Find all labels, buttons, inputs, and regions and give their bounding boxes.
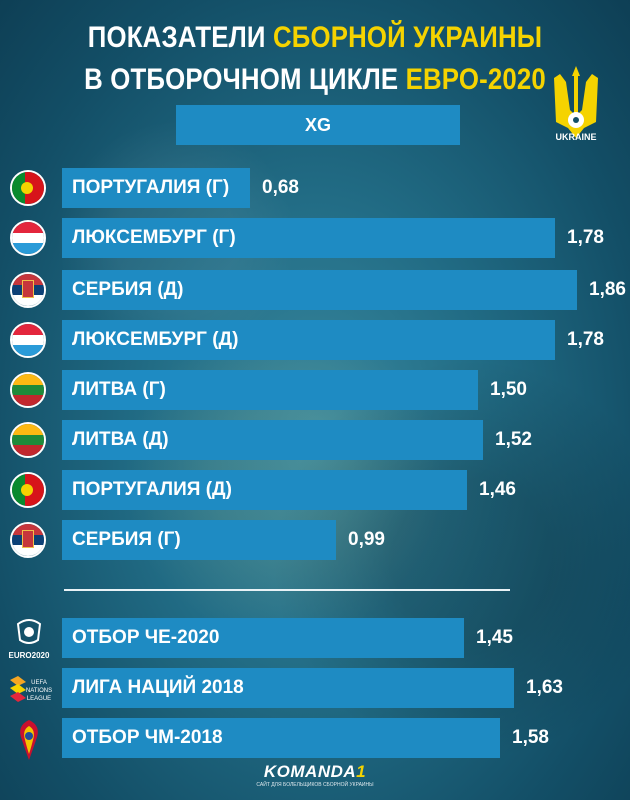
world-cup-2018-logo-icon	[6, 718, 52, 762]
ukraine-trident-icon	[554, 66, 598, 138]
bar-value: 1,78	[567, 227, 604, 248]
bar	[62, 270, 577, 310]
luxembourg-flag-icon	[10, 322, 46, 358]
bar	[62, 470, 467, 510]
bar-value: 1,63	[526, 677, 563, 698]
bar-label: ОТБОР ЧМ-2018	[72, 727, 223, 748]
bar	[62, 618, 464, 658]
lithuania-flag-icon	[10, 372, 46, 408]
bar	[62, 168, 250, 208]
title-line-1: ПОКАЗАТЕЛИ СБОРНОЙ УКРАИНЫ	[44, 20, 586, 56]
title-part-yellow: ЕВРО-2020	[405, 63, 546, 96]
divider	[64, 589, 510, 591]
bar	[62, 320, 555, 360]
serbia-flag-icon	[10, 522, 46, 558]
svg-text:LEAGUE: LEAGUE	[27, 696, 51, 702]
bar-value: 1,58	[512, 727, 549, 748]
bar-row: UEFA NATIONS LEAGUE ЛИГА НАЦИЙ 2018 1,63	[0, 668, 630, 708]
bar-label: ПОРТУГАЛИЯ (Д)	[72, 479, 232, 500]
bar-row: ЛИТВА (Д) 1,52	[0, 420, 630, 460]
footer-brand: KOMANDA	[263, 762, 357, 781]
bar-row: СЕРБИЯ (Г) 0,99	[0, 520, 630, 560]
serbia-flag-icon	[10, 272, 46, 308]
nations-league-logo-icon: UEFA NATIONS LEAGUE	[6, 668, 52, 712]
title-line-2: В ОТБОРОЧНОМ ЦИКЛЕ ЕВРО-2020	[44, 62, 586, 98]
bar-value: 1,45	[476, 627, 513, 648]
bar-row: ПОРТУГАЛИЯ (Д) 1,46	[0, 470, 630, 510]
bar-value: 1,50	[490, 379, 527, 400]
portugal-flag-icon	[10, 472, 46, 508]
title-part-yellow: СБОРНОЙ УКРАИНЫ	[272, 21, 543, 54]
footer-brand-number: 1	[356, 762, 367, 781]
lithuania-flag-icon	[10, 422, 46, 458]
svg-text:EURO2020: EURO2020	[9, 651, 50, 660]
bar-label: СЕРБИЯ (Д)	[72, 279, 184, 300]
bar	[62, 420, 483, 460]
komanda-logo: KOMANDA1	[230, 762, 400, 782]
bar-value: 1,86	[589, 279, 626, 300]
luxembourg-flag-icon	[10, 220, 46, 256]
bar-value: 1,52	[495, 429, 532, 450]
bar-label: СЕРБИЯ (Г)	[72, 529, 181, 550]
bar	[62, 668, 514, 708]
bar-label: ЛЮКСЕМБУРГ (Г)	[72, 227, 236, 248]
bar-row: СЕРБИЯ (Д) 1,86	[0, 270, 630, 310]
bar-row: ОТБОР ЧМ-2018 1,58	[0, 718, 630, 760]
bar-value: 1,46	[479, 479, 516, 500]
portugal-flag-icon	[10, 170, 46, 206]
footer-tagline: САЙТ ДЛЯ БОЛЕЛЬЩИКОВ СБОРНОЙ УКРАИНЫ	[256, 782, 374, 788]
svg-text:UEFA: UEFA	[31, 680, 47, 686]
bar-label: ОТБОР ЧЕ-2020	[72, 627, 220, 648]
euro2020-logo-icon: EURO2020	[6, 618, 52, 662]
bar-row: ЛЮКСЕМБУРГ (Г) 1,78	[0, 218, 630, 258]
bar-label: ЛЮКСЕМБУРГ (Д)	[72, 329, 239, 350]
svg-text:NATIONS: NATIONS	[26, 688, 52, 694]
bar-label: ЛИТВА (Д)	[72, 429, 169, 450]
ukraine-logo-text: UKRAINE	[555, 132, 597, 142]
bar	[62, 370, 478, 410]
bar-row: ЛИТВА (Г) 1,50	[0, 370, 630, 410]
bar	[62, 718, 500, 758]
title-part-white: В ОТБОРОЧНОМ ЦИКЛЕ	[84, 63, 406, 96]
bar-value: 0,99	[348, 529, 385, 550]
bar-label: ЛИТВА (Г)	[72, 379, 166, 400]
metric-header: XG	[176, 105, 460, 145]
bar-row: ПОРТУГАЛИЯ (Г) 0,68	[0, 168, 630, 208]
bar-row: EURO2020 ОТБОР ЧЕ-2020 1,45	[0, 618, 630, 660]
metric-label: XG	[304, 114, 331, 135]
bar	[62, 218, 555, 258]
title-part-white: ПОКАЗАТЕЛИ	[87, 21, 273, 54]
bar-value: 1,78	[567, 329, 604, 350]
bar-label: ПОРТУГАЛИЯ (Г)	[72, 177, 230, 198]
bar	[62, 520, 336, 560]
bar-label: ЛИГА НАЦИЙ 2018	[72, 677, 244, 698]
bar-row: ЛЮКСЕМБУРГ (Д) 1,78	[0, 320, 630, 360]
bar-value: 0,68	[262, 177, 299, 198]
